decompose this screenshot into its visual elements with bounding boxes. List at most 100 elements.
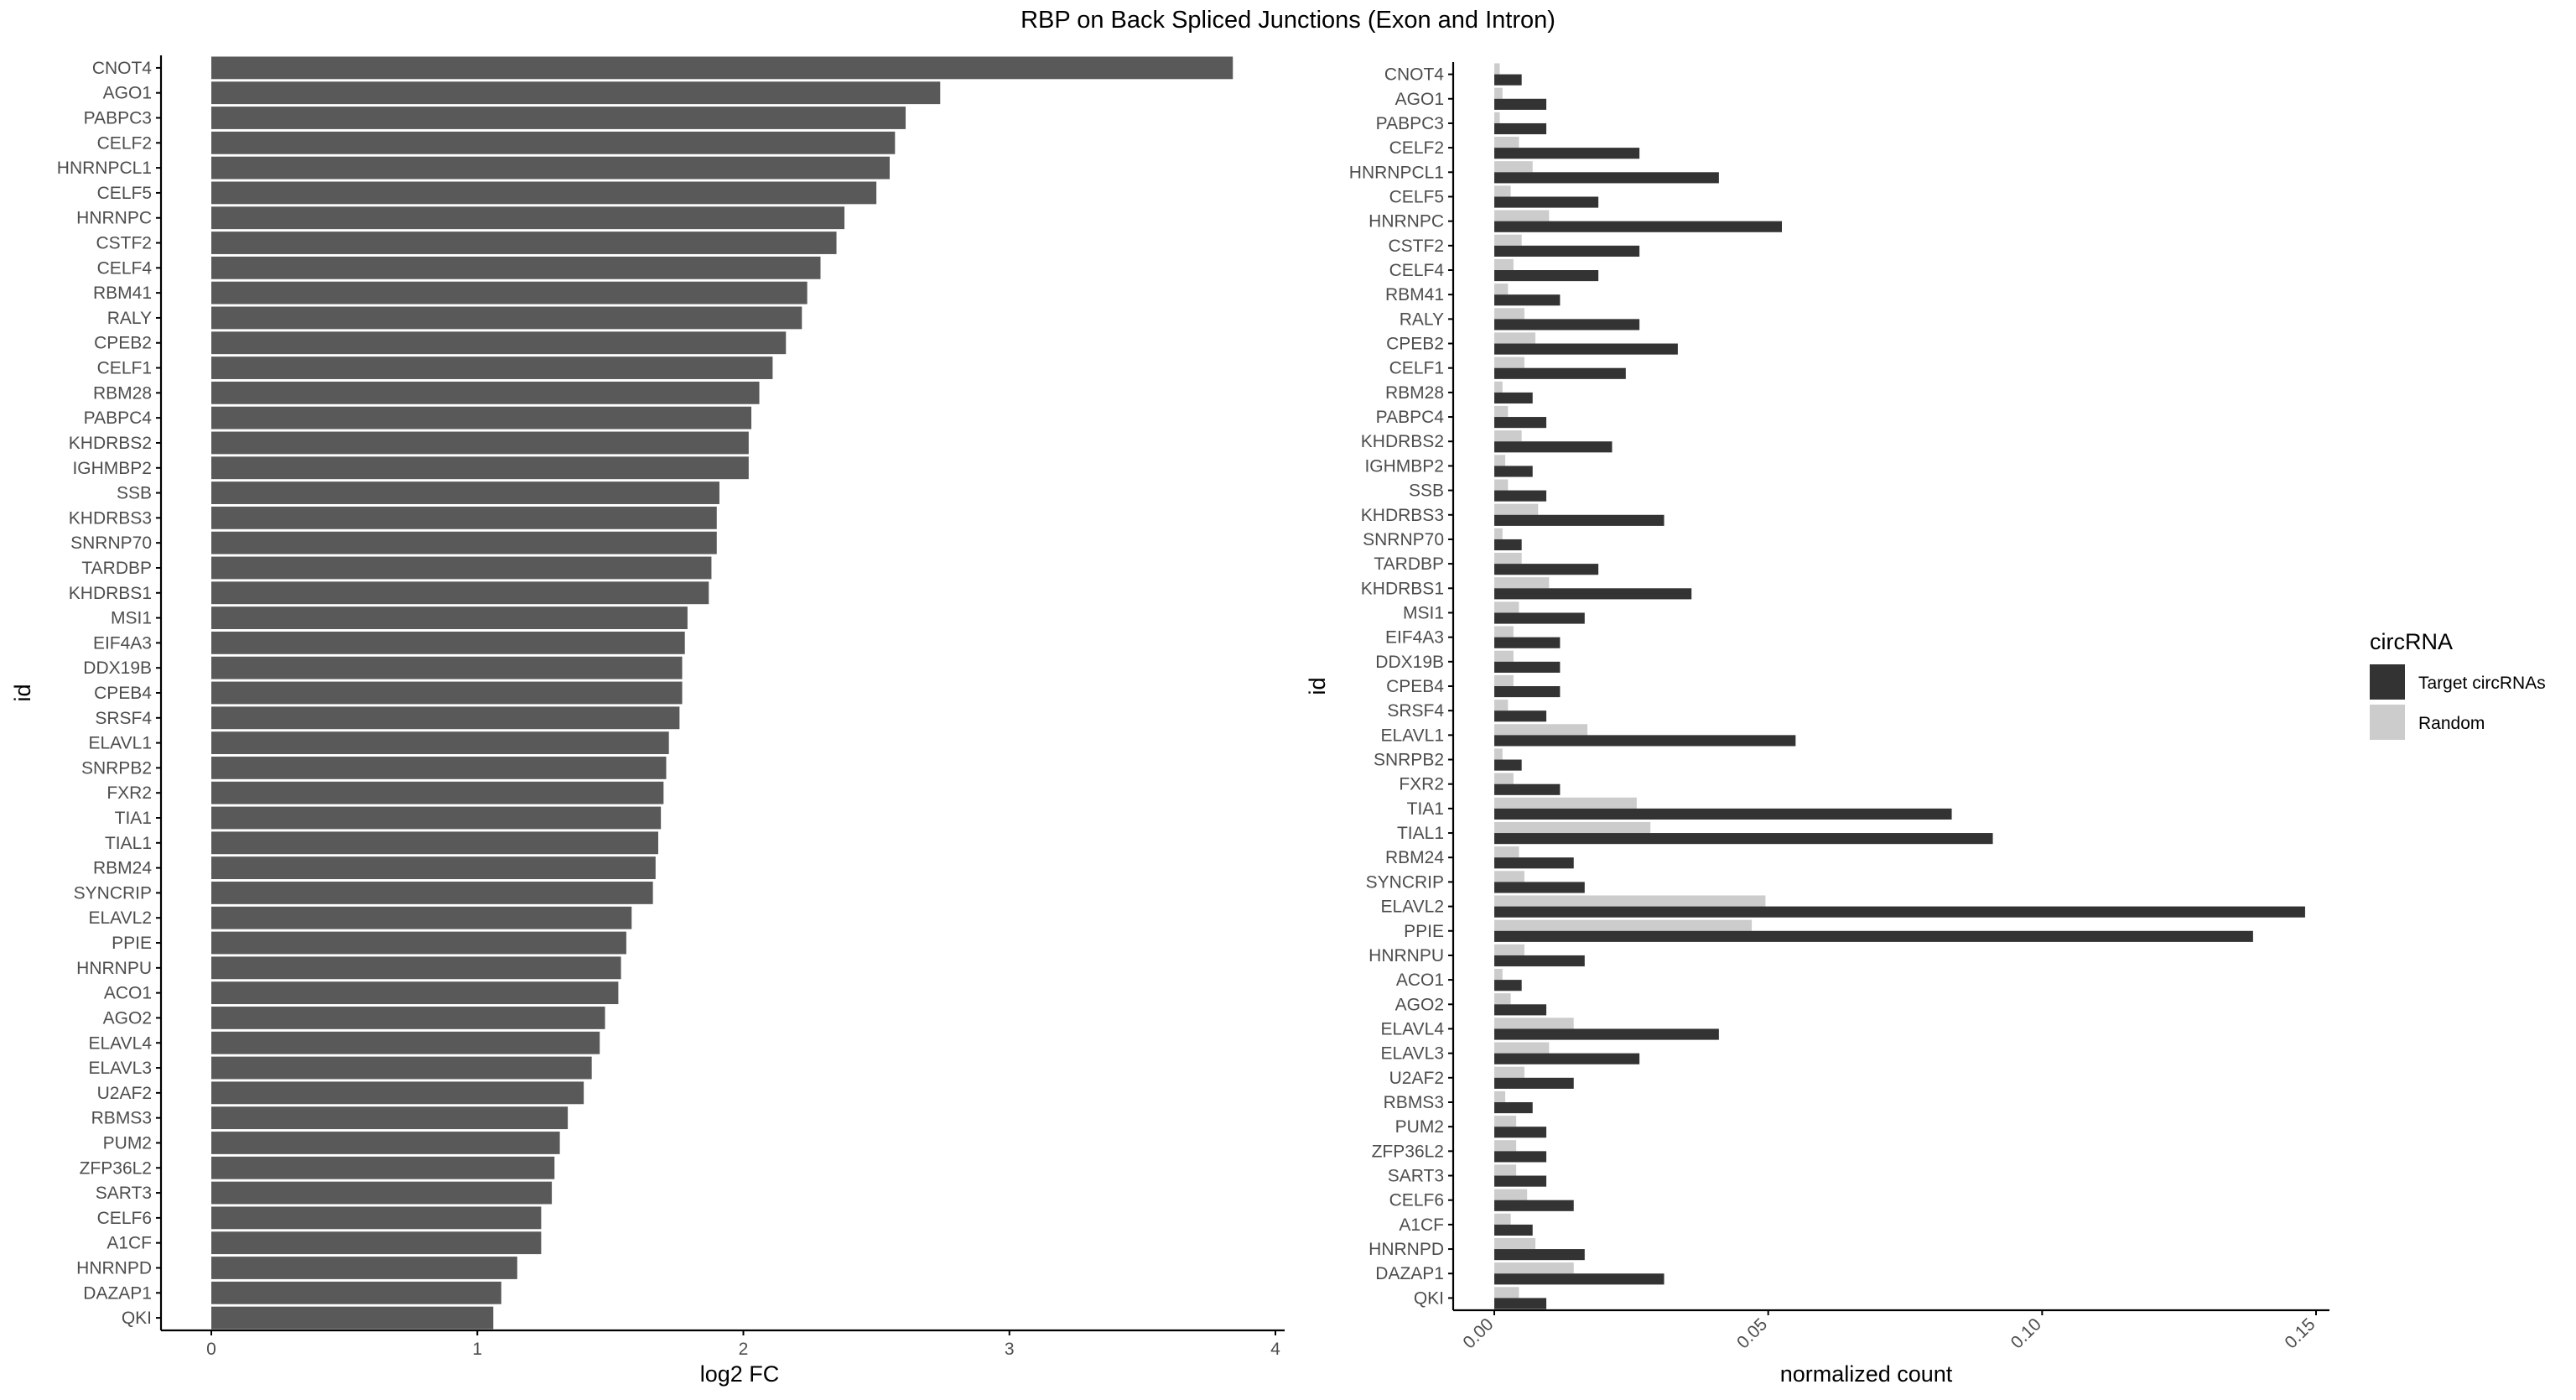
bar-target-PABPC4 [1494, 417, 1547, 429]
y-tick-label: CELF4 [97, 258, 153, 278]
y-tick-label: TARDBP [81, 559, 152, 578]
bar-MSI1 [211, 606, 688, 629]
bar-ELAVL1 [211, 731, 669, 755]
y-tick-label: ELAVL1 [1381, 726, 1445, 745]
bar-random-ELAVL1 [1494, 724, 1588, 736]
y-tick-label: KHDRBS3 [1361, 506, 1444, 525]
bar-PABPC3 [211, 107, 906, 129]
bar-U2AF2 [211, 1081, 584, 1105]
y-tick-label: HNRNPC [76, 209, 152, 228]
bar-AGO1 [211, 81, 941, 105]
bar-target-CELF5 [1494, 196, 1599, 208]
legend-key-swatch [2370, 705, 2405, 740]
y-tick-label: CPEB2 [1386, 335, 1444, 354]
bar-target-DDX19B [1494, 661, 1561, 673]
y-tick-label: CELF4 [1389, 261, 1445, 280]
y-tick-label: SSB [117, 484, 152, 503]
bar-CELF5 [211, 181, 877, 205]
bar-random-HNRNPC [1494, 210, 1550, 221]
y-tick-label: ACO1 [1396, 971, 1444, 990]
bar-random-RBM24 [1494, 846, 1519, 858]
y-tick-label: KHDRBS2 [1361, 432, 1444, 451]
y-tick-label: A1CF [106, 1234, 152, 1253]
y-tick-label: PPIE [1404, 922, 1444, 941]
y-tick-label: U2AF2 [1389, 1069, 1444, 1088]
bar-CPEB2 [211, 331, 787, 355]
y-tick-label: CELF1 [97, 359, 152, 378]
bar-ELAVL3 [211, 1056, 592, 1080]
y-tick-label: TARDBP [1374, 554, 1444, 574]
bar-random-MSI1 [1494, 601, 1519, 613]
bar-target-TIAL1 [1494, 833, 1993, 845]
bar-target-SSB [1494, 490, 1547, 502]
bar-IGHMBP2 [211, 456, 749, 480]
bar-target-PPIE [1494, 930, 2253, 942]
x-tick-label: 0.05 [1733, 1314, 1771, 1352]
y-tick-label: HNRNPU [76, 959, 152, 978]
y-tick-label: RBM41 [93, 284, 152, 303]
legend-key-label: Random [2418, 714, 2485, 733]
y-tick-label: SSB [1409, 481, 1444, 501]
bar-target-HNRNPU [1494, 955, 1585, 967]
y-tick-label: DDX19B [1375, 653, 1444, 672]
bar-target-U2AF2 [1494, 1077, 1574, 1089]
bar-random-RBM28 [1494, 381, 1503, 393]
bar-target-HNRNPCL1 [1494, 172, 1719, 184]
x-tick-label: 4 [1270, 1340, 1280, 1359]
y-tick-label: RBM28 [93, 383, 152, 403]
y-tick-label: RBM24 [93, 859, 152, 878]
y-tick-label: PABPC4 [1376, 408, 1445, 427]
y-tick-label: CPEB4 [94, 684, 152, 703]
bar-random-ELAVL4 [1494, 1017, 1574, 1029]
y-tick-label: CNOT4 [1384, 65, 1444, 85]
bar-random-RALY [1494, 308, 1524, 320]
y-tick-label: CELF1 [1389, 359, 1444, 378]
bar-QKI [211, 1306, 494, 1330]
bar-PUM2 [211, 1132, 560, 1154]
y-tick-label: DDX19B [83, 658, 152, 678]
y-tick-label: SNRPB2 [81, 758, 152, 778]
bar-random-QKI [1494, 1287, 1519, 1299]
bar-AGO2 [211, 1007, 605, 1029]
bar-RBM24 [211, 856, 656, 880]
y-tick-label: HNRNPD [76, 1258, 152, 1278]
legend: circRNA Target circRNAs Random [2370, 629, 2546, 740]
y-tick-label: SART3 [1388, 1167, 1444, 1186]
bar-random-RBMS3 [1494, 1090, 1506, 1102]
bar-RALY [211, 306, 802, 330]
bar-random-SART3 [1494, 1164, 1517, 1176]
bar-target-SNRNP70 [1494, 539, 1522, 551]
y-tick-label: CELF2 [1389, 138, 1444, 158]
bar-random-AGO1 [1494, 87, 1503, 99]
x-axis-title: log2 FC [700, 1361, 780, 1387]
y-tick-label: RALY [1400, 310, 1444, 329]
bar-SYNCRIP [211, 882, 653, 904]
y-tick-label: PUM2 [1395, 1117, 1444, 1137]
bar-EIF4A3 [211, 631, 685, 654]
bar-target-KHDRBS3 [1494, 514, 1665, 526]
bar-HNRNPCL1 [211, 156, 890, 180]
y-tick-label: FXR2 [106, 783, 152, 803]
bar-target-ZFP36L2 [1494, 1151, 1547, 1163]
y-tick-label: RBM41 [1385, 285, 1444, 304]
bar-random-CELF2 [1494, 136, 1519, 148]
bar-random-DAZAP1 [1494, 1262, 1574, 1274]
y-tick-label: ELAVL4 [89, 1033, 153, 1053]
y-tick-label: HNRNPCL1 [57, 159, 152, 178]
bar-ZFP36L2 [211, 1156, 555, 1179]
bar-target-KHDRBS1 [1494, 588, 1692, 600]
bar-target-RBM24 [1494, 857, 1574, 869]
y-tick-label: ELAVL2 [1381, 898, 1445, 917]
y-tick-label: AGO2 [103, 1008, 152, 1028]
bar-CNOT4 [211, 56, 1233, 80]
bar-random-CELF4 [1494, 258, 1514, 270]
y-tick-label: AGO1 [1395, 90, 1444, 109]
legend-key-label: Target circRNAs [2418, 674, 2546, 693]
bar-SNRPB2 [211, 757, 667, 779]
y-tick-label: HNRNPU [1368, 946, 1444, 965]
bar-random-PABPC4 [1494, 405, 1509, 418]
bar-CPEB4 [211, 681, 683, 705]
y-tick-label: FXR2 [1399, 775, 1444, 794]
y-tick-label: SRSF4 [1387, 701, 1444, 721]
y-tick-label: RBMS3 [91, 1109, 152, 1128]
